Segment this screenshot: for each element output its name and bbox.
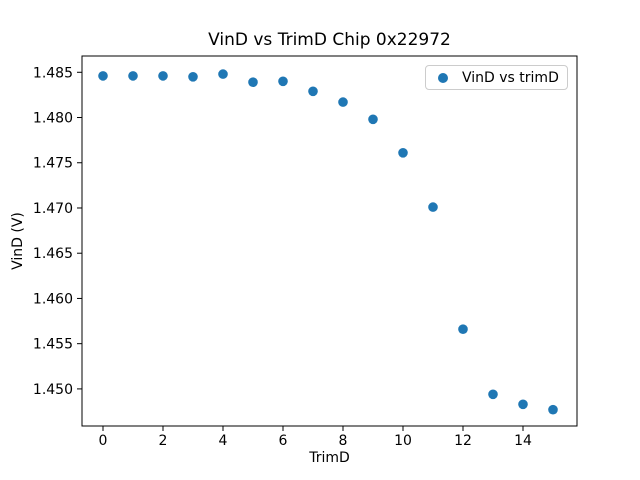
scatter-point [128, 71, 138, 81]
axes-frame [81, 55, 578, 427]
x-tick-label: 2 [159, 433, 168, 449]
chart-title: VinD vs TrimD Chip 0x22972 [208, 30, 451, 50]
y-tick-label: 1.465 [33, 246, 73, 262]
y-tick-label: 1.470 [33, 201, 73, 217]
x-tick-label: 0 [99, 433, 108, 449]
scatter-point [308, 86, 318, 97]
scatter-point [428, 202, 438, 212]
scatter-point [278, 76, 288, 87]
scatter-point [368, 114, 378, 125]
scatter-point [488, 389, 498, 400]
x-tick-label: 14 [514, 433, 532, 449]
y-tick-label: 1.450 [33, 382, 73, 398]
scatter-point [548, 404, 558, 415]
legend: VinD vs trimD [425, 65, 568, 90]
scatter-point [98, 71, 108, 81]
legend-label: VinD vs trimD [462, 69, 559, 86]
y-axis-label: VinD (V) [10, 212, 26, 270]
x-tick-label: 10 [394, 433, 412, 449]
scatter-point [518, 399, 528, 410]
y-tick-label: 1.460 [33, 291, 73, 307]
y-tick-label: 1.455 [33, 337, 73, 353]
x-axis-label: TrimD [309, 450, 350, 466]
y-tick-label: 1.475 [33, 156, 73, 172]
scatter-point [458, 324, 468, 335]
scatter-point [218, 69, 228, 79]
scatter-point [158, 71, 168, 81]
y-tick-label: 1.485 [33, 65, 73, 81]
scatter-point [188, 72, 198, 82]
legend-marker-icon [438, 72, 448, 83]
x-tick-label: 8 [339, 433, 348, 449]
scatter-point [338, 97, 348, 107]
x-tick-label: 6 [279, 433, 288, 449]
y-tick-label: 1.480 [33, 111, 73, 127]
x-tick-label: 4 [219, 433, 228, 449]
x-tick-label: 12 [454, 433, 472, 449]
scatter-point [248, 77, 258, 87]
scatter-point [398, 148, 408, 158]
